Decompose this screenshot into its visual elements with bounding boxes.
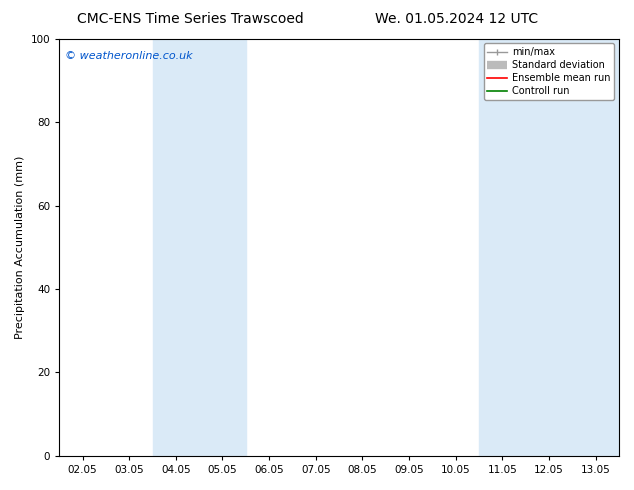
- Text: We. 01.05.2024 12 UTC: We. 01.05.2024 12 UTC: [375, 12, 538, 26]
- Y-axis label: Precipitation Accumulation (mm): Precipitation Accumulation (mm): [15, 156, 25, 339]
- Text: © weatheronline.co.uk: © weatheronline.co.uk: [65, 51, 193, 61]
- Legend: min/max, Standard deviation, Ensemble mean run, Controll run: min/max, Standard deviation, Ensemble me…: [484, 44, 614, 100]
- Bar: [153, 39, 246, 456]
- Text: CMC-ENS Time Series Trawscoed: CMC-ENS Time Series Trawscoed: [77, 12, 304, 26]
- Bar: [479, 39, 619, 456]
